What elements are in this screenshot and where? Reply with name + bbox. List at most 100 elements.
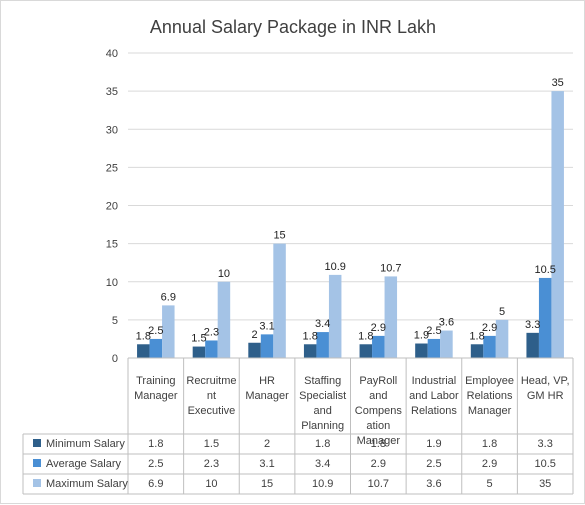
- y-tick-label: 15: [106, 239, 118, 251]
- category-label: Industrial and Labor Relations: [409, 375, 459, 417]
- bar: [162, 305, 175, 358]
- category-label: Head, VP, GM HR: [520, 375, 570, 402]
- table-cell: 3.3: [537, 438, 553, 450]
- table-cell: 1.8: [148, 438, 164, 450]
- data-label: 3.6: [439, 317, 454, 329]
- bar: [551, 91, 564, 358]
- y-tick-label: 0: [112, 353, 118, 365]
- legend-series-name: Average Salary: [46, 458, 122, 470]
- bar: [470, 344, 484, 358]
- data-label: 10.5: [534, 264, 555, 276]
- bar: [316, 332, 329, 358]
- bar: [248, 342, 261, 358]
- data-labels: 1.82.56.91.52.31023.1151.83.410.91.82.91…: [136, 77, 564, 344]
- category-label: Training Manager: [134, 375, 178, 402]
- y-tick-label: 10: [106, 277, 118, 289]
- legend-series-name: Maximum Salary: [46, 478, 128, 490]
- table-cell: 10: [205, 478, 218, 490]
- table-cell: 1.8: [315, 438, 331, 450]
- bar: [303, 344, 317, 358]
- data-label: 1.8: [303, 330, 318, 342]
- table-cell: 2.5: [148, 458, 164, 470]
- table-cell: 1.5: [203, 438, 220, 450]
- data-label: 2.9: [371, 322, 386, 334]
- data-label: 5: [499, 306, 505, 318]
- category-label: Employee Relations Manager: [465, 375, 515, 417]
- data-table-lines: [22, 357, 574, 495]
- legend-row-label: Average Salary: [33, 454, 121, 474]
- data-label: 3.1: [259, 320, 274, 332]
- data-label: 1.8: [358, 330, 373, 342]
- table-cell: 10.5: [534, 458, 556, 470]
- data-label: 1.8: [469, 330, 484, 342]
- data-label: 1.5: [191, 333, 206, 345]
- y-axis-ticks: 0 5 10 15 20 25 30 35 40: [106, 48, 118, 365]
- table-cell: 2.9: [481, 458, 498, 470]
- table-cell: 35: [539, 478, 552, 490]
- y-tick-label: 20: [106, 201, 118, 213]
- data-label: 35: [552, 77, 564, 89]
- gridlines: [128, 52, 573, 359]
- data-label: 10: [218, 268, 230, 280]
- bar: [440, 330, 453, 358]
- data-label: 1.8: [136, 330, 151, 342]
- data-label: 2.3: [204, 326, 219, 338]
- table-cell: 1.8: [370, 438, 386, 450]
- data-label: 2.5: [426, 325, 441, 337]
- data-label: 6.9: [161, 291, 176, 303]
- bar: [328, 274, 342, 358]
- table-cell: 2: [264, 438, 271, 450]
- category-label: PayRoll and Compens ation Manager: [354, 375, 402, 447]
- bar: [260, 334, 274, 358]
- bar: [415, 343, 428, 358]
- table-cell: 3.4: [315, 458, 331, 470]
- bar: [427, 338, 441, 358]
- data-label: 10.9: [324, 261, 345, 273]
- bar: [149, 338, 163, 358]
- legend-swatch: [33, 479, 41, 487]
- table-cell: 15: [260, 478, 274, 490]
- table-cell: 10.9: [311, 478, 334, 490]
- table-cell: 3.6: [426, 478, 442, 490]
- y-tick-label: 5: [112, 315, 118, 327]
- table-cell: 2.3: [203, 458, 220, 470]
- category-label: Recruitme nt Executive: [186, 375, 237, 417]
- legend-swatch: [33, 459, 41, 467]
- bar: [192, 346, 206, 358]
- bar: [372, 335, 385, 358]
- data-label: 3.3: [525, 319, 540, 331]
- table-cell: 10.7: [367, 478, 390, 490]
- data-label: 3.4: [315, 318, 330, 330]
- y-tick-label: 40: [106, 48, 118, 60]
- bar: [538, 277, 552, 358]
- bar: [483, 335, 496, 358]
- data-label: 2.5: [148, 325, 163, 337]
- table-cell: 5: [486, 478, 493, 490]
- table-cell: 3.1: [259, 458, 275, 470]
- legend-series-name: Minimum Salary: [46, 438, 125, 450]
- data-label: 10.7: [380, 262, 401, 274]
- bar: [137, 344, 150, 358]
- data-label: 2: [252, 329, 258, 341]
- legend-row-label: Maximum Salary: [33, 474, 128, 494]
- bar: [384, 276, 398, 358]
- bars: [137, 91, 564, 358]
- legend-row-label: Minimum Salary: [33, 434, 125, 454]
- data-label: 2.9: [482, 322, 497, 334]
- table-cell: 1.8: [481, 438, 498, 450]
- y-tick-label: 35: [106, 86, 118, 98]
- data-label: 1.9: [414, 330, 429, 342]
- category-label: HR Manager: [245, 375, 289, 402]
- bar: [526, 332, 539, 358]
- bar: [495, 319, 509, 358]
- table-cell: 1.9: [426, 438, 442, 450]
- bar: [217, 281, 231, 358]
- y-tick-label: 30: [106, 124, 118, 136]
- y-tick-label: 25: [106, 162, 118, 174]
- table-cell: 2.5: [426, 458, 442, 470]
- bar: [359, 344, 373, 358]
- table-cell: 6.9: [148, 478, 164, 490]
- legend-swatch: [33, 439, 41, 447]
